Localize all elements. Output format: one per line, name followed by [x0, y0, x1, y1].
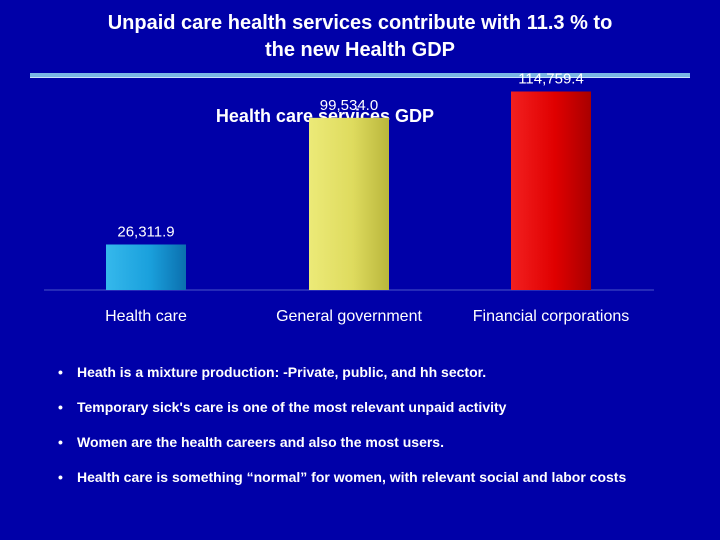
slide-title: Unpaid care health services contribute w… — [20, 10, 700, 64]
slide-title-line-1: Unpaid care health services contribute w… — [107, 12, 613, 34]
slide-title-line-2: the new Health GDP — [264, 39, 456, 61]
bullet-text: Temporary sick's care is one of the most… — [77, 399, 507, 415]
bullet-list: • Heath is a mixture production: -Private… — [58, 363, 678, 503]
bullet-marker: • — [58, 469, 63, 485]
bar-general-government — [309, 117, 389, 290]
bullet-marker: • — [58, 364, 63, 380]
bullet-marker: • — [58, 399, 63, 415]
bullet-item: • Women are the health careers and also t… — [58, 433, 678, 452]
bullet-marker: • — [58, 434, 63, 450]
bullet-item: • Heath is a mixture production: -Private… — [58, 363, 678, 382]
title-divider — [30, 73, 690, 78]
data-label-health-care: 26,311.9 — [117, 223, 174, 240]
x-tick-label-health-care: Health care — [105, 308, 187, 325]
bullet-item: • Health care is something “normal” for … — [58, 468, 678, 487]
bullet-text: Heath is a mixture production: -Private,… — [77, 364, 487, 380]
bar-health-care — [106, 244, 186, 290]
bullet-text: Health care is something “normal” for wo… — [77, 469, 627, 485]
data-label-general-government: 99,534.0 — [320, 97, 378, 114]
bullet-item: • Temporary sick's care is one of the mos… — [58, 398, 678, 417]
bar-financial-corporations — [511, 91, 591, 290]
bullet-text: Women are the health careers and also th… — [77, 434, 444, 450]
x-tick-label-general-government: General government — [276, 308, 422, 325]
data-label-financial-corporations: 114,759.4 — [518, 70, 584, 87]
x-tick-label-financial-corporations: Financial corporations — [473, 308, 630, 325]
bar-chart: Health care services GDP 26,311.9Health … — [44, 70, 654, 325]
